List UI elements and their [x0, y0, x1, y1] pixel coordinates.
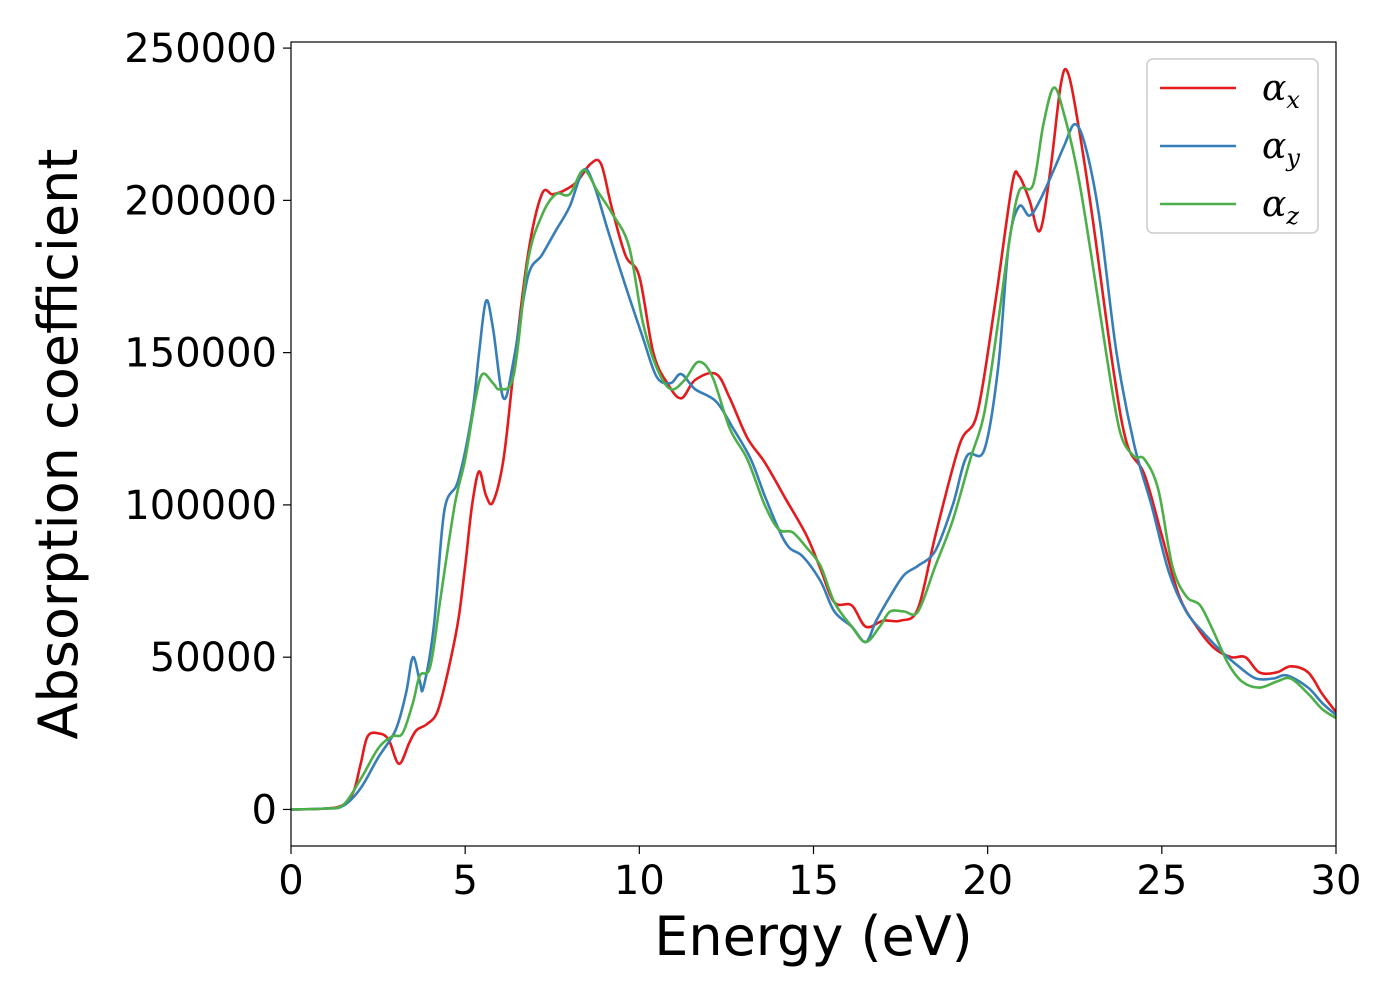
y-tick-label: 250000: [124, 26, 277, 72]
axis-ticks: 0 5 10 15 20 25 30 0 50000 100000 150000 200000 2500…: [124, 26, 1361, 904]
x-tick-label: 10: [614, 858, 665, 904]
x-tick-label: 0: [278, 858, 303, 904]
legend-label-y: αy: [1262, 126, 1300, 172]
legend-symbol: α: [1262, 68, 1286, 109]
x-axis-title: Energy (eV): [654, 905, 973, 968]
x-tick-label: 5: [452, 858, 477, 904]
legend-symbol: α: [1262, 126, 1286, 167]
y-tick-label: 100000: [124, 483, 277, 529]
series-line-y: [291, 122, 1336, 811]
legend-subscript: z: [1285, 202, 1299, 230]
legend-subscript: x: [1286, 86, 1300, 114]
y-axis-title: Absorption coefficient: [27, 149, 90, 740]
y-tick-label: 0: [252, 787, 277, 833]
y-tick-label: 50000: [150, 635, 277, 681]
plot-lines: [291, 67, 1336, 811]
legend-symbol: α: [1262, 184, 1286, 225]
legend-label-x: αx: [1262, 68, 1300, 114]
x-tick-label: 20: [962, 858, 1013, 904]
legend-label-z: αz: [1262, 184, 1299, 230]
x-tick-label: 15: [788, 858, 839, 904]
series-line-x: [291, 67, 1336, 811]
series-line-z: [291, 86, 1336, 811]
x-tick-label: 30: [1311, 858, 1362, 904]
legend-subscript: y: [1285, 144, 1300, 172]
y-tick-label: 200000: [124, 178, 277, 224]
y-tick-label: 150000: [124, 331, 277, 377]
x-tick-label: 25: [1136, 858, 1187, 904]
